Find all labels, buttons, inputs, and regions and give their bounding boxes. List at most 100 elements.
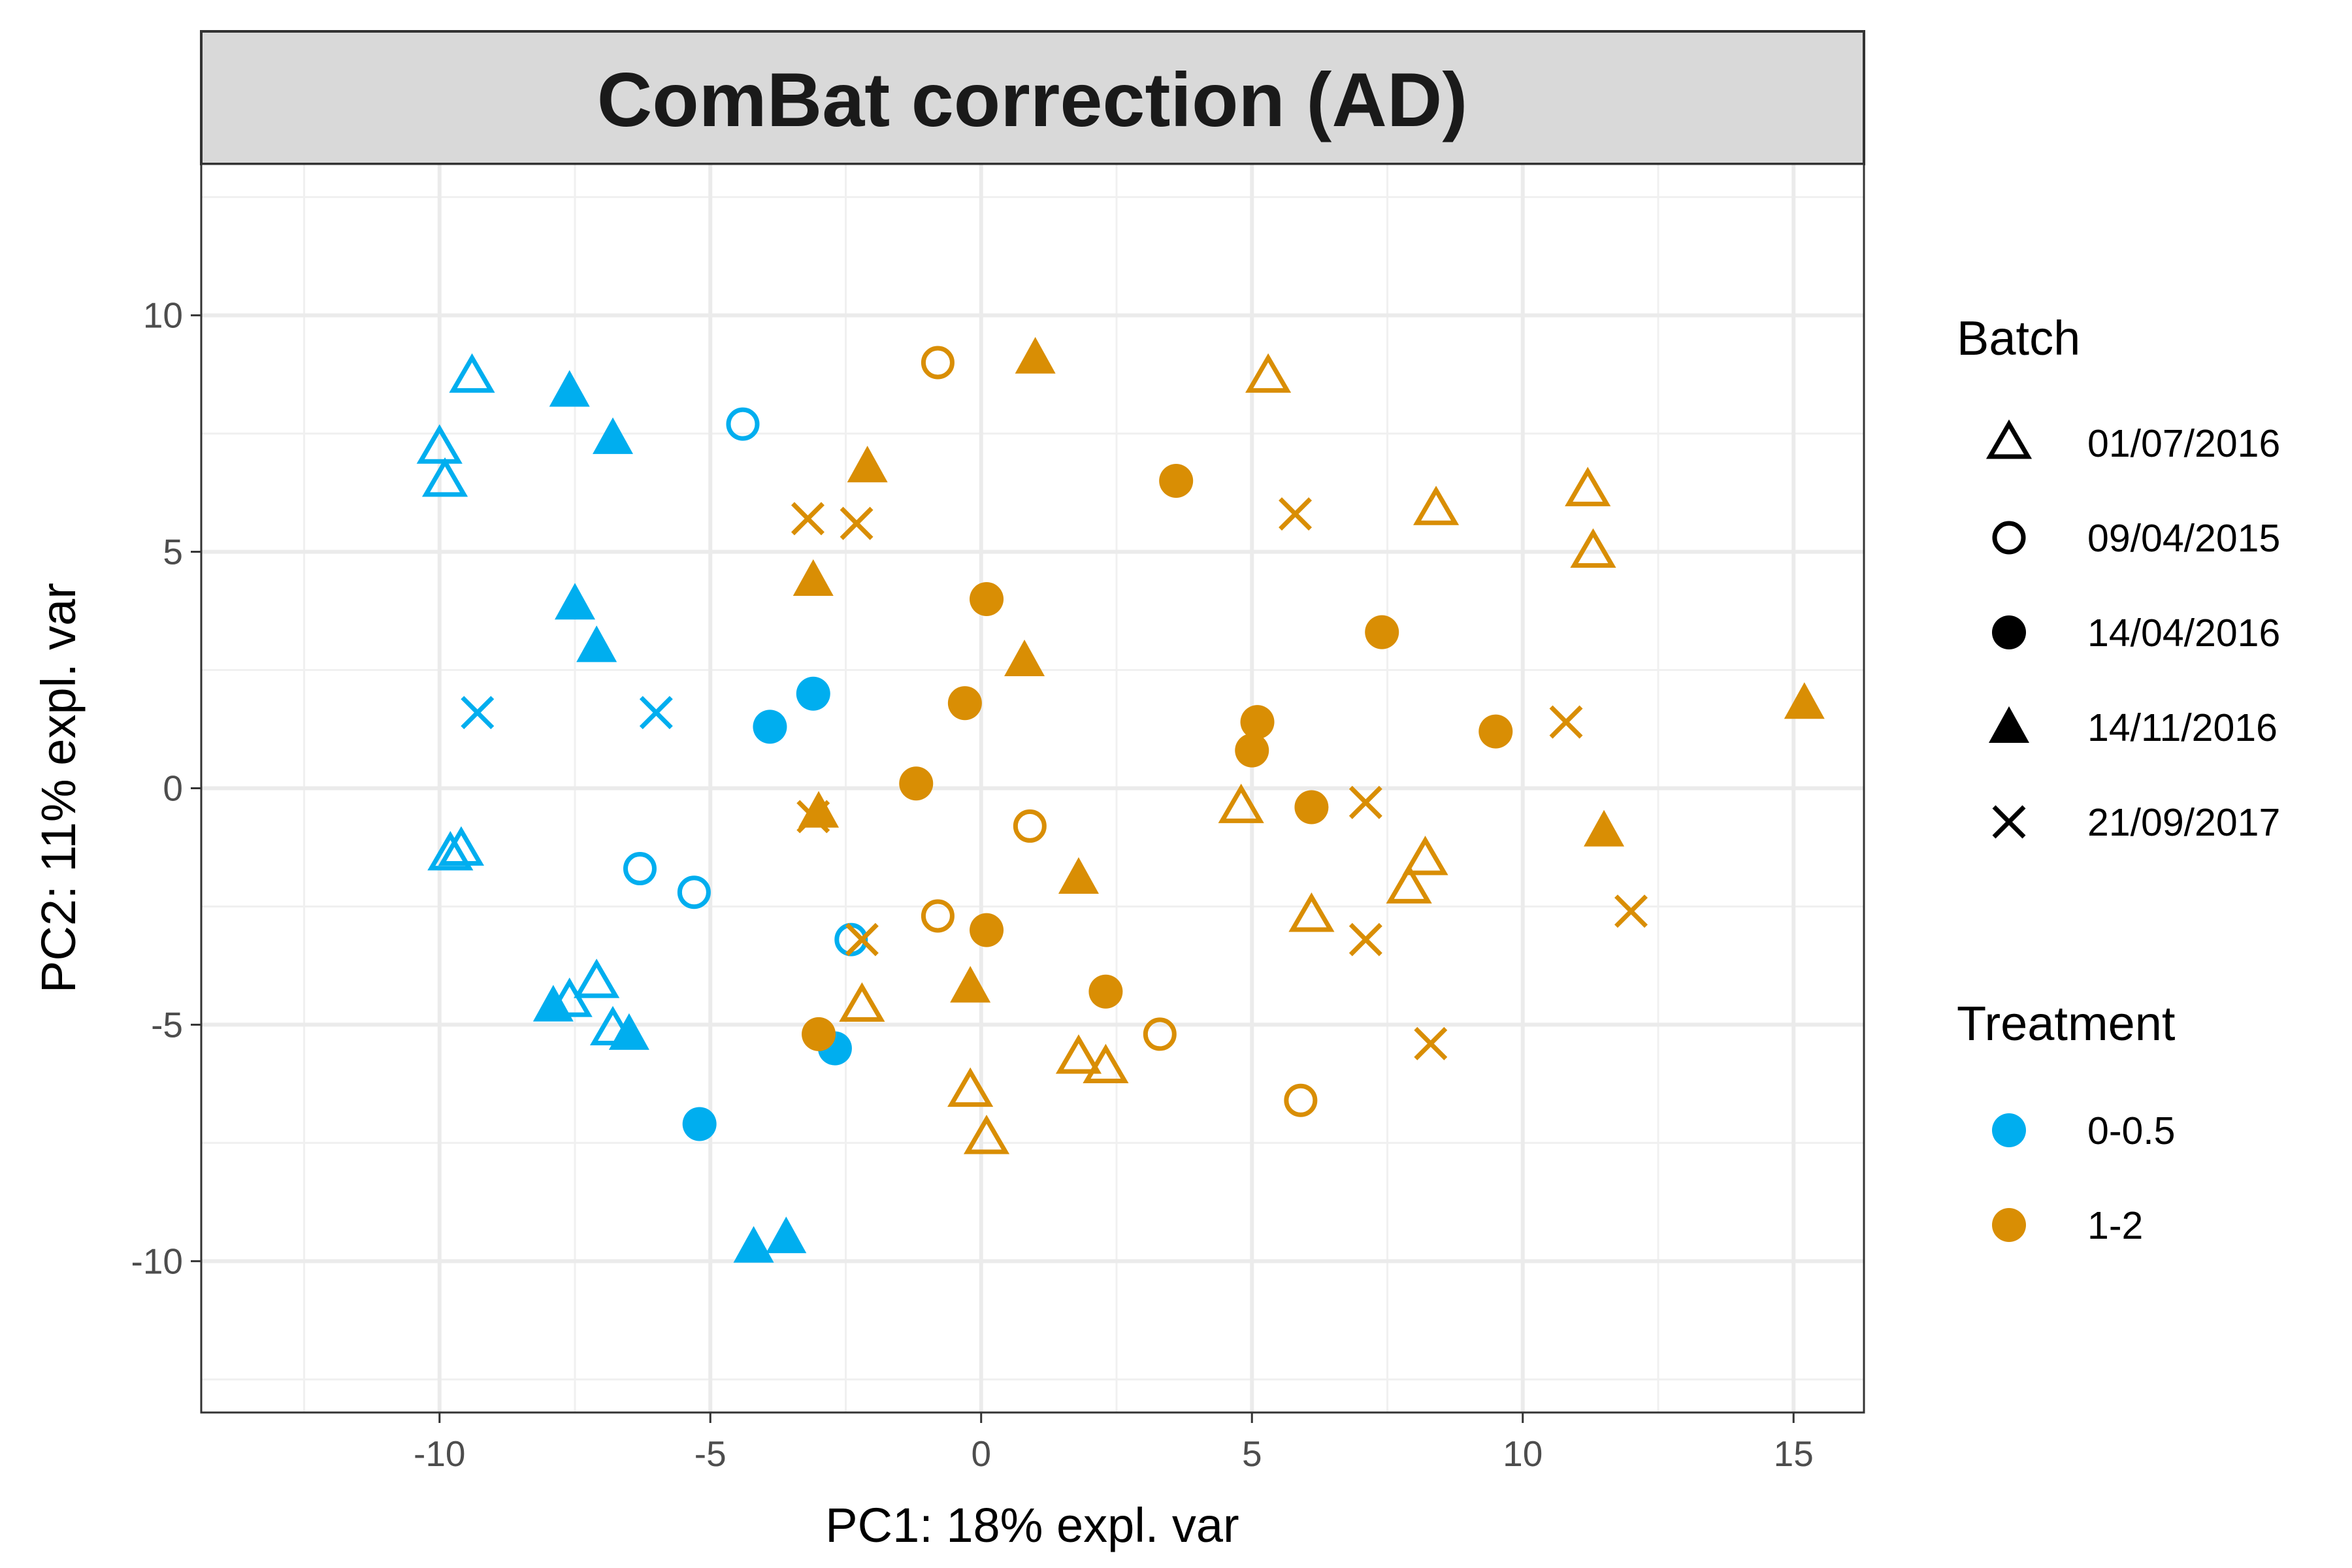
data-point	[1348, 923, 1382, 956]
data-point	[1565, 466, 1611, 506]
data-point	[438, 826, 484, 866]
data-point	[845, 923, 879, 956]
legend-treatment-symbol	[1992, 1113, 2026, 1147]
data-points	[416, 336, 1825, 1263]
legend-batch-label: 01/07/2016	[2087, 422, 2280, 465]
data-point	[1055, 1034, 1102, 1074]
major-grid	[201, 164, 1864, 1413]
data-point	[802, 1017, 836, 1051]
data-point	[1402, 836, 1448, 875]
data-point	[608, 1013, 649, 1050]
data-point	[1478, 714, 1513, 749]
data-point	[766, 1217, 807, 1254]
data-point	[1584, 809, 1625, 847]
data-point	[682, 1107, 717, 1141]
y-tick-label: 5	[163, 532, 183, 572]
data-point	[1143, 1017, 1177, 1051]
x-tick-label: 15	[1774, 1433, 1814, 1474]
x-axis-title: PC1: 18% expl. var	[825, 1498, 1239, 1552]
data-point	[970, 913, 1004, 947]
x-tick-label: 0	[971, 1433, 991, 1474]
legend-batch-symbol	[1992, 521, 2026, 555]
data-point	[1058, 857, 1099, 894]
legend-batch-key	[1989, 706, 2029, 743]
x-tick-label: 5	[1242, 1433, 1262, 1474]
data-point	[1083, 1043, 1129, 1083]
data-point	[1015, 336, 1056, 374]
x-tick-label: 10	[1503, 1433, 1543, 1474]
data-point	[1218, 783, 1264, 823]
data-point	[950, 966, 991, 1003]
data-point	[1549, 705, 1583, 739]
legend-batch-key	[1992, 521, 2026, 555]
data-point	[921, 346, 955, 380]
legend-batch-label: 14/04/2016	[2087, 612, 2280, 655]
data-point	[416, 424, 463, 464]
data-point	[1570, 528, 1616, 568]
data-point	[1235, 733, 1269, 768]
data-point	[963, 1115, 1010, 1154]
y-tick-label: 10	[143, 295, 183, 336]
legend-batch-label: 21/09/2017	[2087, 801, 2280, 844]
legend-batch-key	[1985, 419, 2033, 459]
data-point	[639, 696, 673, 730]
data-point	[1159, 463, 1194, 498]
data-point	[1013, 809, 1047, 843]
data-point	[1284, 1083, 1318, 1117]
data-point	[677, 875, 711, 909]
legend-batch-title: Batch	[1957, 311, 2080, 365]
legend-batch-symbol	[1992, 615, 2026, 649]
data-point	[839, 982, 885, 1022]
data-point	[623, 852, 657, 886]
y-axis-ticks: -10 -5 0 5 10	[131, 295, 201, 1281]
data-point	[574, 958, 620, 998]
data-point	[555, 583, 596, 620]
data-point	[427, 830, 474, 871]
data-point	[1413, 485, 1460, 525]
data-point	[947, 1067, 994, 1107]
data-point	[1365, 615, 1399, 649]
data-point	[753, 710, 787, 744]
legend-treatment-label: 1-2	[2087, 1204, 2143, 1247]
data-point	[532, 985, 574, 1022]
data-point	[847, 446, 888, 483]
legend-batch-key	[1992, 615, 2026, 649]
data-point	[1784, 682, 1825, 719]
y-tick-label: -10	[131, 1241, 184, 1281]
data-point	[1294, 790, 1329, 825]
data-point	[1279, 497, 1313, 531]
legend-batch-symbol	[1989, 706, 2029, 743]
legend-batch-items: 01/07/2016 09/04/2015 14/04/2016 14/11/2016…	[1985, 419, 2280, 844]
data-point	[1288, 892, 1335, 932]
data-point	[461, 696, 495, 730]
y-tick-label: 0	[163, 768, 183, 809]
data-point	[834, 923, 868, 956]
data-point	[1004, 640, 1045, 677]
data-point	[791, 502, 825, 536]
data-point	[970, 581, 1004, 616]
x-tick-label: -10	[414, 1433, 466, 1474]
data-point	[726, 407, 760, 441]
data-point	[1088, 974, 1123, 1009]
legend-treatment-symbol	[1992, 1208, 2026, 1242]
data-point	[1414, 1026, 1448, 1060]
legend-treatment-label: 0-0.5	[2087, 1109, 2175, 1152]
data-point	[449, 353, 495, 393]
data-point	[796, 800, 830, 834]
data-point	[1245, 353, 1292, 393]
data-point	[1348, 785, 1382, 819]
chart-title: ComBat correction (AD)	[597, 57, 1468, 142]
legend: Batch 01/07/2016 09/04/2015 14/04/2016 14/1…	[1957, 311, 2280, 1247]
legend-batch-label: 09/04/2015	[2087, 517, 2280, 560]
data-point	[840, 506, 874, 540]
title-strip	[200, 30, 1865, 165]
data-point	[549, 370, 590, 407]
x-tick-label: -5	[694, 1433, 727, 1474]
data-point	[921, 899, 955, 933]
x-axis-ticks: -10 -5 0 5 10 15	[414, 1413, 1814, 1474]
data-point	[947, 686, 982, 721]
legend-treatment-title: Treatment	[1957, 996, 2176, 1051]
legend-batch-label: 14/11/2016	[2087, 706, 2278, 749]
data-point	[1240, 705, 1275, 740]
